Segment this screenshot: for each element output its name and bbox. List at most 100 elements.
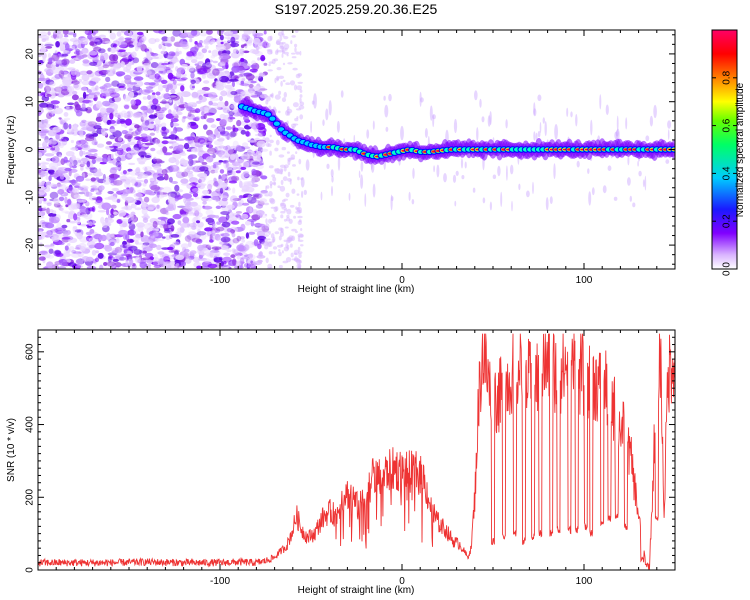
noise-blob <box>49 216 54 224</box>
noise-blob <box>125 254 131 258</box>
noise-blob <box>253 85 261 91</box>
noise-blob <box>106 208 110 216</box>
noise-blob <box>146 108 155 114</box>
noise-blob <box>149 132 155 136</box>
noise-blob <box>166 246 174 251</box>
noise-streak <box>532 181 534 195</box>
noise-blob <box>257 235 267 241</box>
noise-blob <box>217 126 222 130</box>
noise-blob <box>197 152 203 156</box>
ridge-core <box>278 127 285 132</box>
noise-blob <box>146 261 152 269</box>
noise-blob <box>156 191 160 198</box>
ridge-core <box>265 112 271 117</box>
noise-blob <box>281 41 286 45</box>
noise-streak <box>481 116 485 123</box>
noise-blob <box>58 117 62 120</box>
noise-blob <box>75 48 81 56</box>
noise-blob <box>275 40 281 46</box>
noise-blob <box>108 123 118 127</box>
noise-blob <box>269 150 272 156</box>
noise-blob <box>230 254 236 259</box>
noise-blob <box>198 176 206 183</box>
noise-blob <box>282 33 285 37</box>
noise-blob <box>265 185 268 192</box>
noise-blob <box>54 73 62 79</box>
y-tick-label: 600 <box>25 343 36 360</box>
noise-blob <box>220 233 230 237</box>
noise-blob <box>110 153 114 159</box>
noise-blob <box>209 233 213 240</box>
noise-blob <box>155 91 161 96</box>
noise-blob <box>78 37 83 45</box>
noise-blob <box>58 138 66 142</box>
noise-blob <box>113 60 119 64</box>
noise-blob <box>85 124 92 131</box>
noise-blob <box>180 261 186 267</box>
noise-blob <box>42 206 47 213</box>
noise-blob <box>123 249 128 254</box>
noise-blob <box>91 86 96 92</box>
noise-blob <box>280 202 285 207</box>
noise-blob <box>151 56 160 60</box>
noise-streak <box>383 95 386 101</box>
noise-blob <box>242 202 250 206</box>
noise-blob <box>98 34 107 38</box>
noise-blob <box>127 229 136 236</box>
noise-blob <box>214 233 221 241</box>
noise-blob <box>74 184 81 189</box>
noise-blob <box>67 198 72 206</box>
noise-blob <box>211 246 222 250</box>
y-tick-label: 10 <box>25 96 36 108</box>
noise-blob <box>164 102 170 110</box>
noise-streak <box>605 104 609 116</box>
noise-blob <box>67 86 75 93</box>
noise-blob <box>203 258 211 263</box>
noise-blob <box>81 187 88 193</box>
noise-blob <box>61 224 68 229</box>
noise-blob <box>226 249 232 252</box>
noise-blob <box>77 187 84 190</box>
noise-blob <box>107 196 117 200</box>
noise-blob <box>274 77 277 84</box>
noise-blob <box>81 256 90 262</box>
noise-streak <box>642 179 645 188</box>
noise-blob <box>179 96 184 104</box>
noise-blob <box>272 176 277 182</box>
noise-blob <box>207 179 216 187</box>
noise-blob <box>66 160 75 167</box>
noise-blob <box>142 62 151 68</box>
noise-blob <box>124 37 133 41</box>
noise-streak <box>576 160 580 168</box>
noise-blob <box>81 47 89 54</box>
noise-blob <box>101 73 107 77</box>
noise-blob <box>196 265 202 269</box>
noise-blob <box>127 81 134 89</box>
noise-blob <box>107 155 111 163</box>
noise-blob <box>291 52 296 55</box>
noise-blob <box>156 244 162 250</box>
y-tick-label: 400 <box>25 416 36 433</box>
noise-blob <box>158 30 167 35</box>
noise-blob <box>190 123 199 130</box>
noise-blob <box>218 216 228 223</box>
noise-blob <box>267 42 271 48</box>
noise-blob <box>212 153 216 159</box>
noise-blob <box>47 31 51 36</box>
noise-blob <box>87 153 96 157</box>
noise-blob <box>87 34 93 40</box>
noise-blob <box>133 192 143 198</box>
snr-y-label: SNR (10 * v/v) <box>6 418 17 482</box>
noise-blob <box>290 252 294 258</box>
noise-blob <box>126 110 134 118</box>
noise-blob <box>234 37 239 40</box>
noise-blob <box>286 108 293 114</box>
noise-blob <box>283 51 289 55</box>
noise-blob <box>264 213 268 216</box>
noise-blob <box>45 222 55 229</box>
noise-blob <box>266 241 272 247</box>
noise-blob <box>95 85 99 91</box>
noise-streak <box>667 129 670 140</box>
noise-blob <box>53 197 60 204</box>
noise-blob <box>44 244 55 250</box>
